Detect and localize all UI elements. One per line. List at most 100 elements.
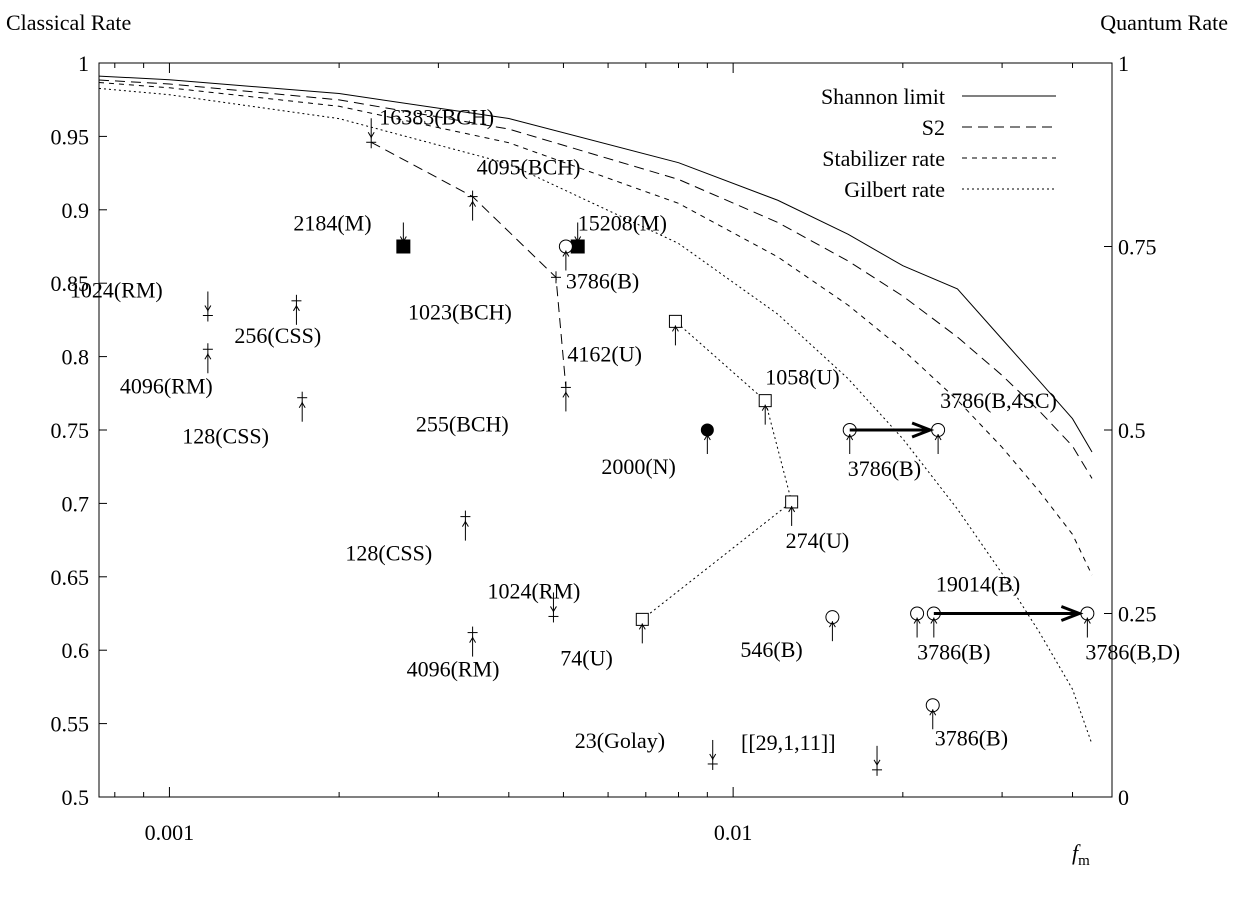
- data-label: 15208(M): [578, 211, 667, 236]
- y-left-axis-label: Classical Rate: [6, 10, 131, 35]
- data-point-group: 255(BCH): [416, 381, 571, 436]
- data-label: 19014(B): [936, 572, 1020, 597]
- pointer-head: [562, 391, 570, 398]
- pointer-head: [367, 132, 375, 139]
- pointer-head: [399, 236, 407, 243]
- series-line: [98, 87, 1093, 745]
- data-point-group: 19014(B): [926, 572, 1020, 638]
- y-left-tick-label: 1: [78, 51, 89, 76]
- data-label: 3786(B): [935, 725, 1008, 750]
- y-left-tick-label: 0.75: [51, 418, 90, 443]
- pointer-head: [671, 325, 679, 332]
- y-right-tick-label: 0.5: [1118, 418, 1146, 443]
- data-point: [570, 239, 585, 254]
- y-left-tick-label: 0.85: [51, 271, 90, 296]
- data-label: 255(BCH): [416, 411, 509, 436]
- data-label: 16383(BCH): [379, 104, 494, 129]
- pointer-head: [204, 305, 212, 312]
- pointer-head: [846, 434, 854, 441]
- pointer-head: [638, 623, 646, 630]
- data-point-group: [[29,1,11]]: [741, 730, 883, 776]
- data-label: 4096(RM): [407, 657, 500, 682]
- data-point-group: 2184(M): [293, 211, 411, 254]
- data-point-group: 128(CSS): [345, 510, 471, 566]
- data-point-group: 3786(B,4SC): [931, 388, 1057, 454]
- data-label: 74(U): [560, 645, 613, 670]
- data-label: 2000(N): [601, 454, 676, 479]
- data-label: 4162(U): [567, 341, 642, 366]
- pointer-head: [1083, 617, 1091, 624]
- pointer-head: [788, 505, 796, 513]
- data-point-group: 3786(B): [842, 423, 921, 481]
- pointer-head: [709, 753, 717, 760]
- series-line: [98, 75, 1093, 453]
- y-left-tick-label: 0.55: [51, 712, 90, 737]
- data-point-group: 2000(N): [601, 423, 714, 479]
- improvement-arrow-head: [1060, 605, 1084, 622]
- points: 16383(BCH) 4095(BCH) 1023(BCH) 255(BCH) 2184…: [70, 104, 1180, 776]
- y-left-tick-label: 0.65: [51, 565, 90, 590]
- data-point-group: 274(U): [785, 495, 850, 553]
- pointer-head: [550, 606, 557, 613]
- data-label: 3786(B): [848, 456, 921, 481]
- y-left-tick-label: 0.6: [62, 638, 90, 663]
- y-right-tick-label: 0.25: [1118, 602, 1157, 627]
- data-label: 256(CSS): [234, 323, 321, 348]
- x-axis-label-main: f: [1072, 840, 1081, 865]
- ticks: 0.5 0.55 0.6 0.65 0.7 0.75 0.8 0.85 0.9 0.95 1 0 0.2…: [51, 51, 1157, 845]
- data-label: [[29,1,11]]: [741, 730, 836, 755]
- legend: Shannon limit S2 Stabilizer rate Gilbert ra…: [821, 84, 1056, 202]
- data-label: 3786(B,4SC): [940, 388, 1057, 413]
- data-point-group: 1024(RM): [487, 578, 580, 623]
- pointer-head: [929, 709, 937, 716]
- legend-label: Gilbert rate: [844, 177, 945, 202]
- data-label: 128(CSS): [345, 541, 432, 566]
- pointer-head: [293, 304, 300, 312]
- data-label: 3786(B): [917, 640, 990, 665]
- data-point-group: 3786(B): [910, 606, 990, 665]
- x-axis-label-sub: m: [1078, 853, 1090, 869]
- pointer-head: [574, 236, 582, 243]
- data-label: 1024(RM): [70, 277, 163, 302]
- data-label: 274(U): [786, 528, 850, 553]
- pointer-head: [913, 617, 921, 624]
- y-right-tick-label: 1: [1118, 51, 1129, 76]
- series-line: [370, 141, 567, 388]
- data-point-group: 4095(BCH): [467, 155, 581, 221]
- series-line: [98, 82, 1093, 576]
- data-label: 1024(RM): [487, 578, 580, 603]
- data-point-group: 16383(BCH): [366, 104, 494, 149]
- data-point-group: 546(B): [740, 610, 840, 662]
- legend-label: Shannon limit: [821, 84, 945, 109]
- data-label: 2184(M): [293, 211, 371, 236]
- x-axis-label: fm: [1072, 840, 1090, 869]
- data-point-group: 23(Golay): [575, 728, 718, 770]
- curves: [98, 75, 1093, 745]
- data-label: 4095(BCH): [477, 155, 581, 180]
- pointer-head: [761, 404, 769, 411]
- pointer-head: [204, 353, 212, 360]
- pointer-head: [469, 200, 477, 207]
- y-left-tick-label: 0.5: [62, 785, 90, 810]
- data-label: 23(Golay): [575, 728, 665, 753]
- data-point-group: 15208(M): [570, 211, 667, 254]
- pointer-head: [930, 617, 938, 624]
- data-point-group: 1023(BCH): [408, 271, 561, 324]
- data-point-group: 256(CSS): [234, 294, 321, 348]
- pointer-head: [469, 636, 477, 643]
- pointer-head: [703, 434, 711, 441]
- data-label: 1058(U): [765, 365, 840, 390]
- data-label: 128(CSS): [182, 424, 269, 449]
- pointer-head: [873, 759, 881, 766]
- data-point: [396, 239, 411, 254]
- series-line: [98, 79, 1093, 479]
- x-tick-label: 0.01: [714, 820, 753, 845]
- y-left-tick-label: 0.9: [62, 198, 90, 223]
- y-right-axis-label: Quantum Rate: [1100, 10, 1228, 35]
- data-point-group: 4096(RM): [120, 343, 213, 398]
- y-left-tick-label: 0.8: [62, 345, 90, 370]
- improvement-arrow-head: [911, 421, 935, 439]
- pointer-head: [828, 621, 836, 628]
- data-label: 3786(B,D): [1085, 640, 1180, 665]
- data-point-group: 3786(B): [925, 698, 1008, 750]
